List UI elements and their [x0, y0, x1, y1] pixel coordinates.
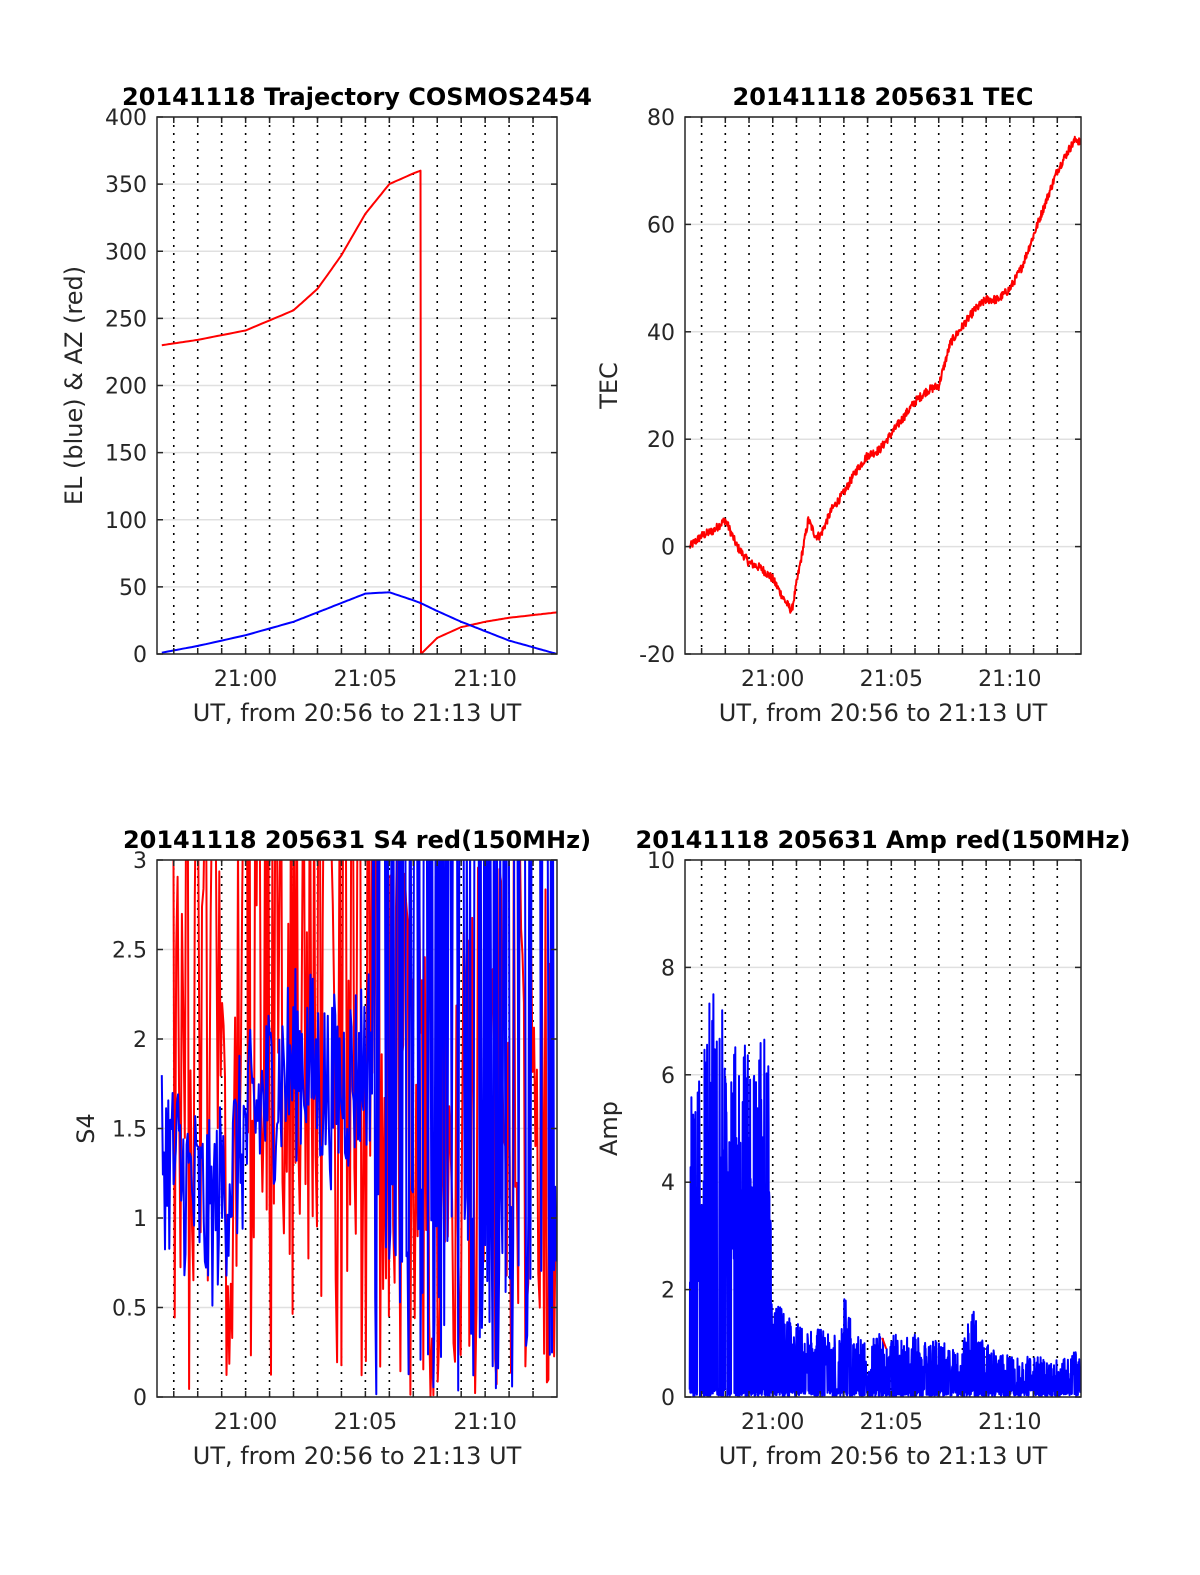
y-tick-label: 6	[661, 1064, 675, 1089]
y-tick-label: 2.5	[112, 939, 147, 964]
axes-box	[684, 116, 1082, 655]
series-line	[688, 993, 1081, 1397]
chart-panel-3: 0 0.5 1 1.5 2 2.5 3 21:00 21:05 21:10 UT, from 20:…	[72, 826, 591, 1470]
y-tick-label: 2	[661, 1279, 675, 1304]
x-tick-label: 21:10	[978, 1410, 1041, 1435]
y-axis-label: Amp	[595, 1101, 623, 1156]
y-tick-label: 0	[133, 643, 147, 668]
series-line	[161, 591, 557, 654]
y-tick-label: 50	[119, 576, 147, 601]
y-tick-label: 8	[661, 956, 675, 981]
chart-panel-4: 0 2 4 6 8 10 21:00 21:05 21:10 UT, from 20:56 to …	[595, 826, 1130, 1470]
y-tick-label: 0	[661, 536, 675, 561]
chart-title: 20141118 205631 TEC	[733, 83, 1034, 111]
chart-title: 20141118 Trajectory COSMOS2454	[122, 83, 592, 111]
x-tick-label: 21:05	[334, 667, 397, 692]
y-tick-label: 0	[661, 1386, 675, 1411]
y-axis-label: TEC	[595, 362, 623, 410]
x-tick-label: 21:00	[741, 1410, 804, 1435]
y-tick-label: 10	[647, 849, 675, 874]
x-tick-label: 21:05	[860, 1410, 923, 1435]
y-tick-label: 400	[105, 106, 147, 131]
plot-area	[160, 860, 557, 1397]
plot-area	[688, 993, 1081, 1397]
y-tick-label: 350	[105, 173, 147, 198]
x-axis-label: UT, from 20:56 to 21:13 UT	[719, 699, 1048, 727]
y-tick-label: 100	[105, 509, 147, 534]
chart-title: 20141118 205631 S4 red(150MHz)	[123, 826, 591, 854]
x-tick-label: 21:10	[453, 667, 516, 692]
y-tick-label: 20	[647, 428, 675, 453]
y-tick-label: 0	[133, 1386, 147, 1411]
series-line	[161, 169, 557, 654]
x-tick-label: 21:05	[860, 667, 923, 692]
chart-title: 20141118 205631 Amp red(150MHz)	[636, 826, 1131, 854]
x-axis-label: UT, from 20:56 to 21:13 UT	[193, 1442, 522, 1470]
y-tick-label: 80	[647, 106, 675, 131]
y-tick-label: 40	[647, 321, 675, 346]
x-axis-label: UT, from 20:56 to 21:13 UT	[719, 1442, 1048, 1470]
x-tick-label: 21:00	[214, 1410, 277, 1435]
series-line	[688, 135, 1081, 614]
y-tick-label: 150	[105, 442, 147, 467]
series-line	[160, 860, 557, 1396]
x-tick-label: 21:00	[741, 667, 804, 692]
x-tick-label: 21:10	[453, 1410, 516, 1435]
y-tick-label: 60	[647, 213, 675, 238]
plot-area	[688, 135, 1081, 614]
x-tick-label: 21:05	[334, 1410, 397, 1435]
plot-area	[161, 169, 557, 654]
y-axis-label: S4	[72, 1113, 100, 1144]
y-tick-label: -20	[639, 643, 675, 668]
chart-panel-2: -20 0 20 40 60 80 21:00 21:05 21:10 UT, from 20:5…	[595, 83, 1082, 727]
y-tick-label: 300	[105, 240, 147, 265]
chart-panel-1: 0 50 100 150 200 250 300 350 400 21:00 21:05 21:10 U…	[60, 83, 592, 727]
y-axis-label: EL (blue) & AZ (red)	[60, 266, 88, 505]
x-axis-label: UT, from 20:56 to 21:13 UT	[193, 699, 522, 727]
y-tick-label: 4	[661, 1171, 675, 1196]
y-tick-label: 250	[105, 307, 147, 332]
x-tick-label: 21:00	[214, 667, 277, 692]
series-line	[881, 1337, 888, 1350]
y-tick-label: 0.5	[112, 1297, 147, 1322]
x-tick-label: 21:10	[978, 667, 1041, 692]
y-tick-label: 1.5	[112, 1118, 147, 1143]
axes-box	[684, 859, 1082, 1398]
y-tick-label: 200	[105, 375, 147, 400]
y-tick-label: 3	[133, 849, 147, 874]
y-tick-label: 1	[133, 1207, 147, 1232]
y-tick-label: 2	[133, 1028, 147, 1053]
